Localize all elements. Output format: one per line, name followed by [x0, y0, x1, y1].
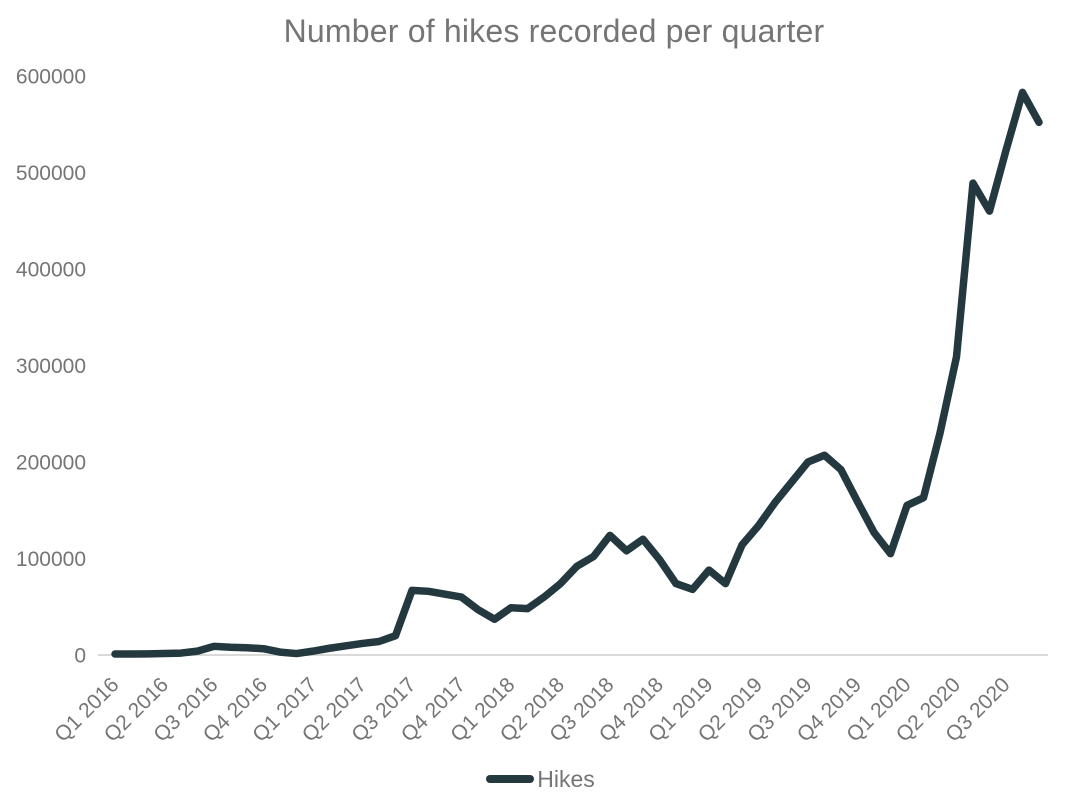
y-axis-tick-label: 500000 [16, 162, 86, 185]
legend: Hikes [0, 764, 1080, 794]
y-axis-tick-label: 0 [74, 645, 86, 668]
y-axis-tick-label: 100000 [16, 548, 86, 571]
series-line-hikes [111, 88, 1043, 658]
y-axis-tick-label: 200000 [16, 452, 86, 475]
legend-series-label: Hikes [537, 766, 595, 792]
legend-line-swatch [486, 775, 535, 783]
chart-title: Number of hikes recorded per quarter [283, 13, 825, 49]
y-axis-tick-label: 300000 [16, 355, 86, 378]
y-axis-tick-label: 600000 [16, 66, 86, 89]
y-axis-tick-label: 400000 [16, 259, 86, 282]
